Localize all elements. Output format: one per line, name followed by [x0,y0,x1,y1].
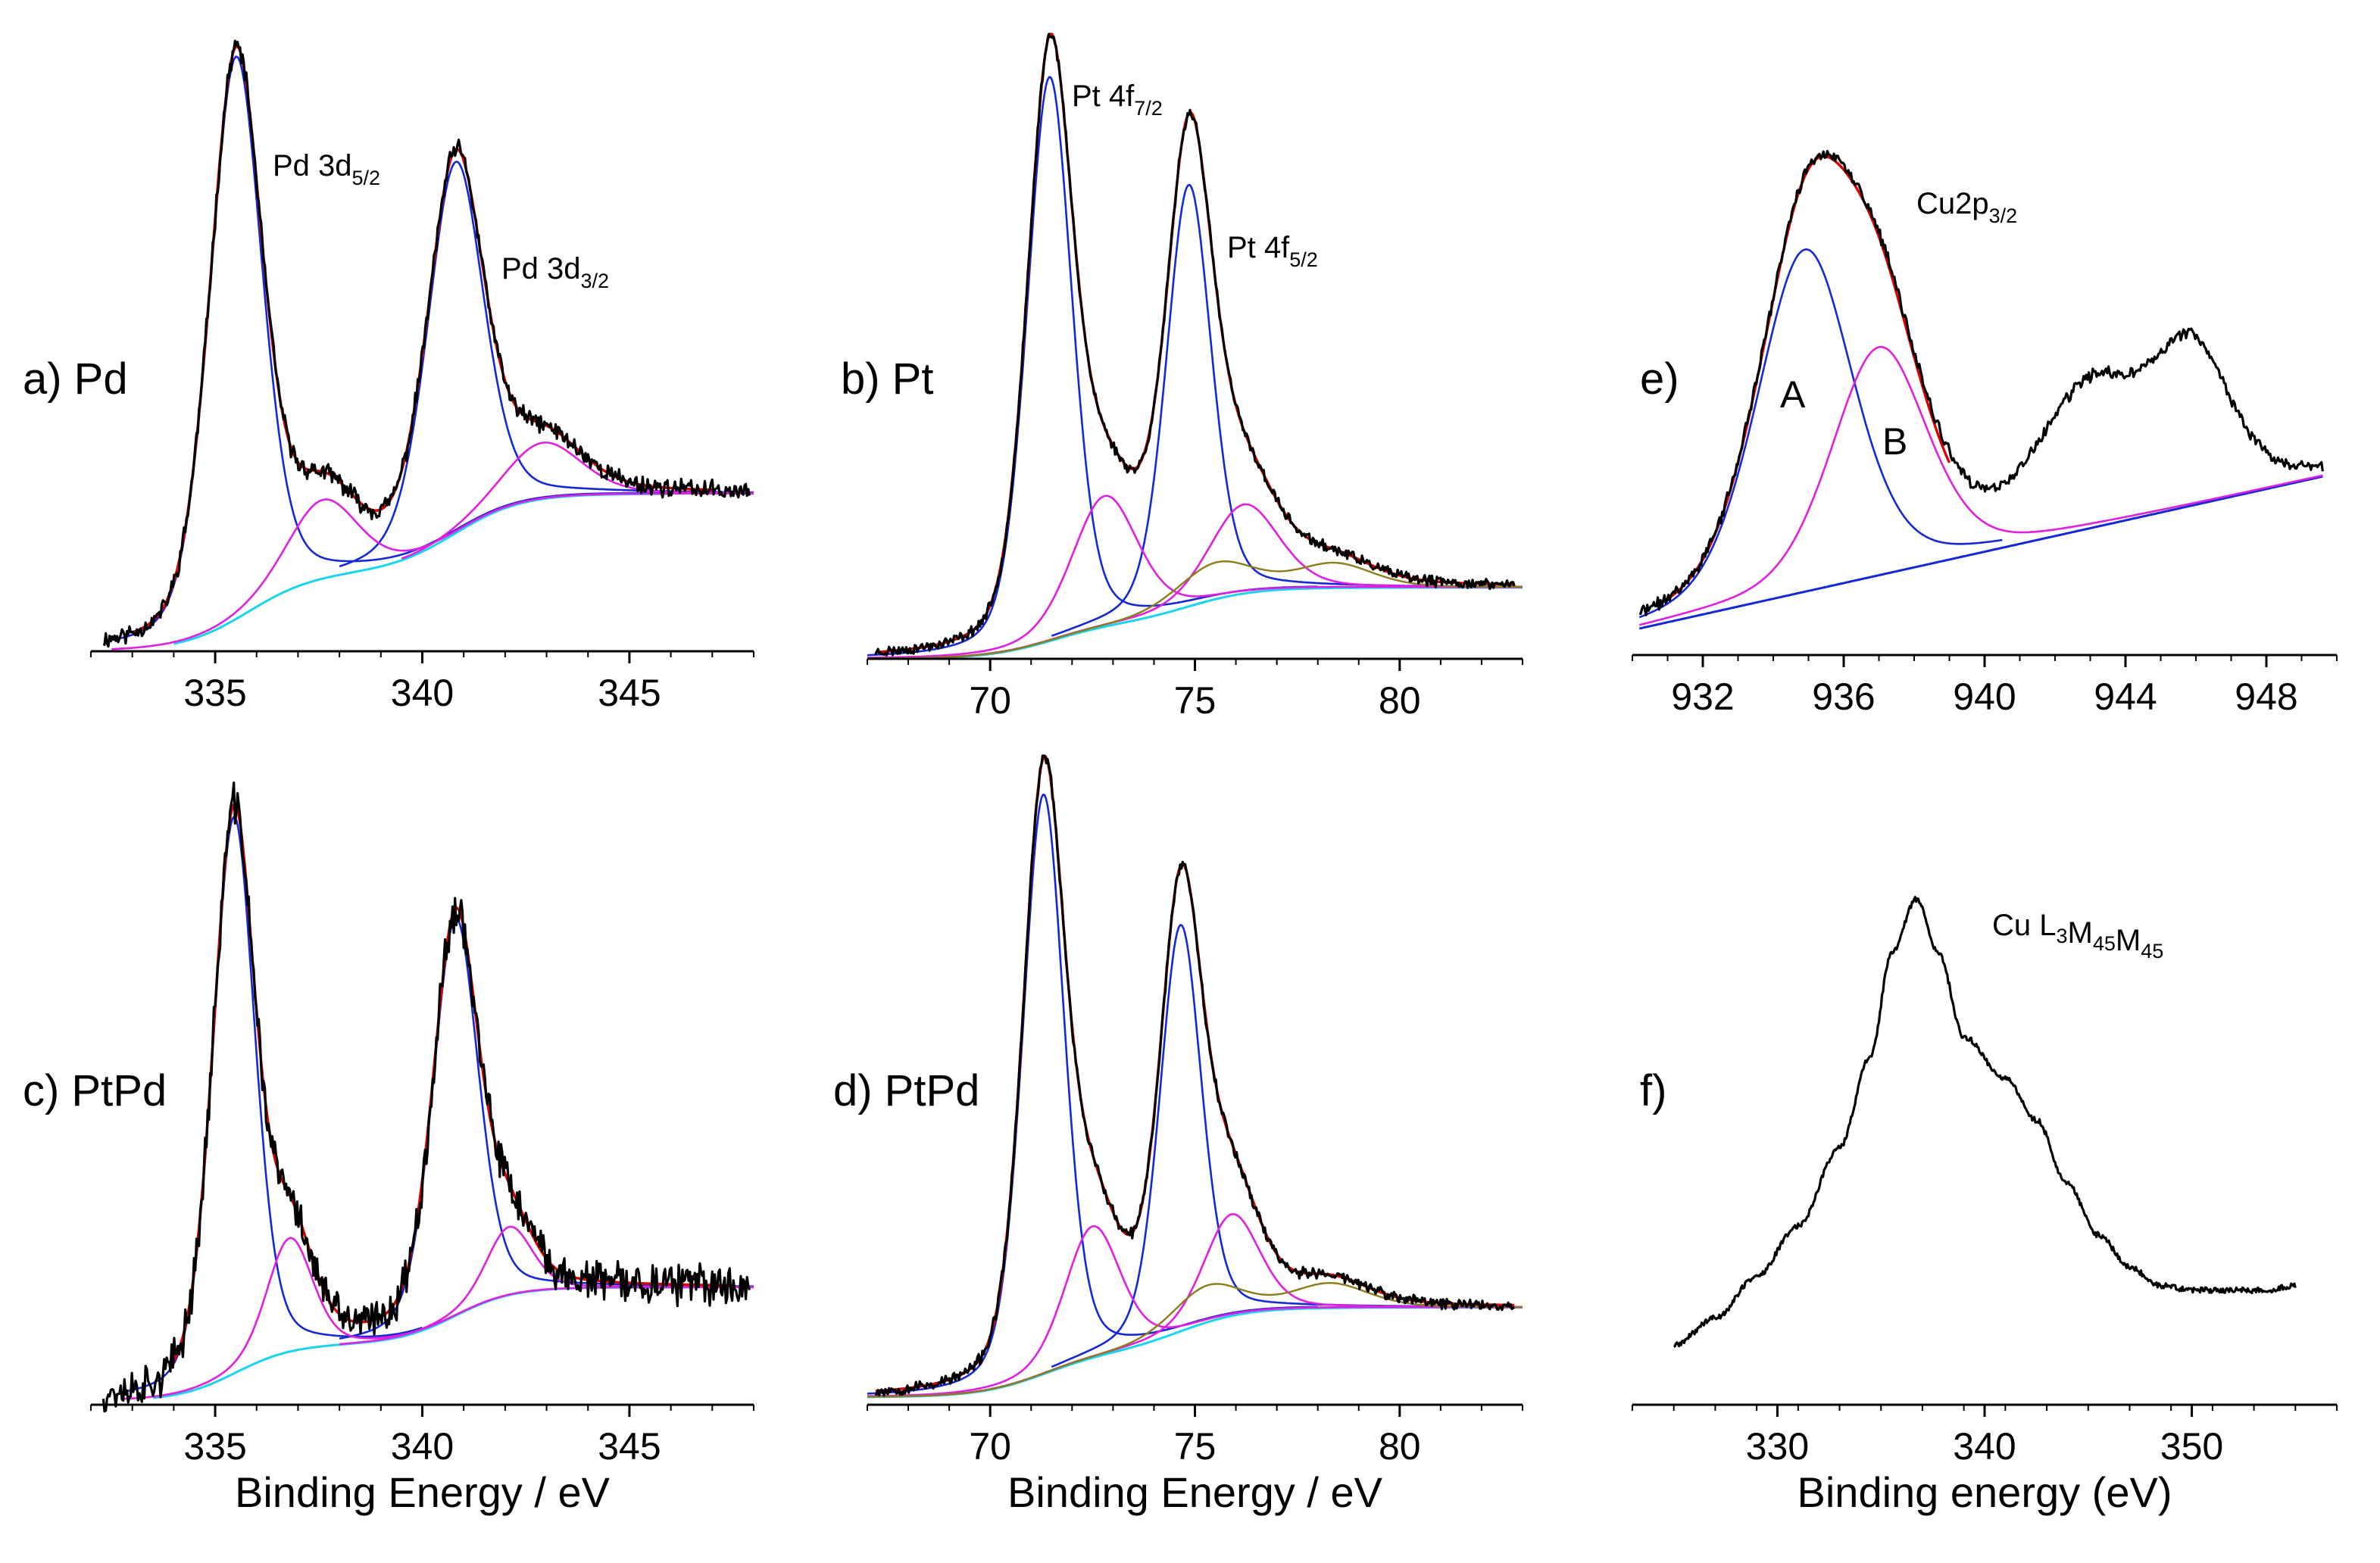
tick-label-b: 80 [1379,679,1421,722]
tick-label-f: 330 [1746,1425,1809,1468]
panel-label-a: a) Pd [23,354,128,404]
series-c-data-5 [102,782,751,1413]
tick-label-b: 70 [969,679,1011,722]
tick-label-a: 345 [598,672,661,714]
series-f-data-0 [1673,896,2297,1348]
tick-label-f: 340 [1953,1425,2016,1468]
tick-label-c: 345 [598,1425,661,1468]
chart-panel-a: 335 340 345 a) Pd Pd 3d5/2 Pd 3d3/2 [23,39,754,714]
annotation-f: Cu L3M45M45 [1992,909,2163,962]
panel-label-f: f) [1640,1066,1666,1115]
panel-label-d: d) PtPd [833,1066,979,1115]
series-e-peak_secondary-1 [1638,345,2323,626]
tick-label-e: 940 [1953,675,2016,718]
tick-label-b: 75 [1174,679,1217,722]
tick-label-c: 335 [183,1425,246,1468]
panel-label-c: c) PtPd [23,1066,167,1115]
tick-label-e: 944 [2094,675,2157,718]
annotation-e-0: Cu2p3/2 [1916,187,2017,227]
chart-panel-b: 70 75 80 b) Pt Pt 4f7/2 Pt 4f5/2 [841,33,1523,722]
panel-label-b: b) Pt [841,354,934,404]
annotation-b-0: Pt 4f7/2 [1072,80,1163,120]
x-axis-title-c: Binding Energy / eV [235,1468,611,1516]
x-axis-title-d: Binding Energy / eV [1007,1468,1383,1516]
tick-label-d: 75 [1174,1425,1217,1468]
tick-label-d: 80 [1379,1425,1421,1468]
tick-label-c: 340 [391,1425,454,1468]
tick-label-e: 936 [1812,675,1875,718]
tick-label-d: 70 [969,1425,1011,1468]
series-background-e [1638,475,2323,630]
series-d-data-6 [874,754,1515,1397]
series-b-data-6 [874,33,1516,657]
tick-label-e: 948 [2235,675,2297,718]
series-e-data-3 [1639,149,2324,616]
chart-panel-e: 932 936 940 944 948 e) Cu2p3/2 A B [1632,149,2338,718]
tick-label-a: 335 [183,672,246,714]
series-a-data-5 [102,39,751,648]
annotation-a-1: Pd 3d3/2 [501,252,609,292]
x-axis-title-f: Binding energy (eV) [1797,1468,2172,1516]
annotation-b-1: Pt 4f5/2 [1227,231,1318,271]
panel-label-e: e) [1640,354,1679,404]
annotation-a-0: Pd 3d5/2 [273,149,380,189]
series-b-background_olive-4 [867,560,1523,660]
annotation-e-2: B [1882,420,1907,463]
tick-label-f: 350 [2160,1425,2223,1468]
tick-label-e: 932 [1671,675,1734,718]
annotation-e-1: A [1780,373,1806,416]
tick-label-a: 340 [391,672,454,714]
